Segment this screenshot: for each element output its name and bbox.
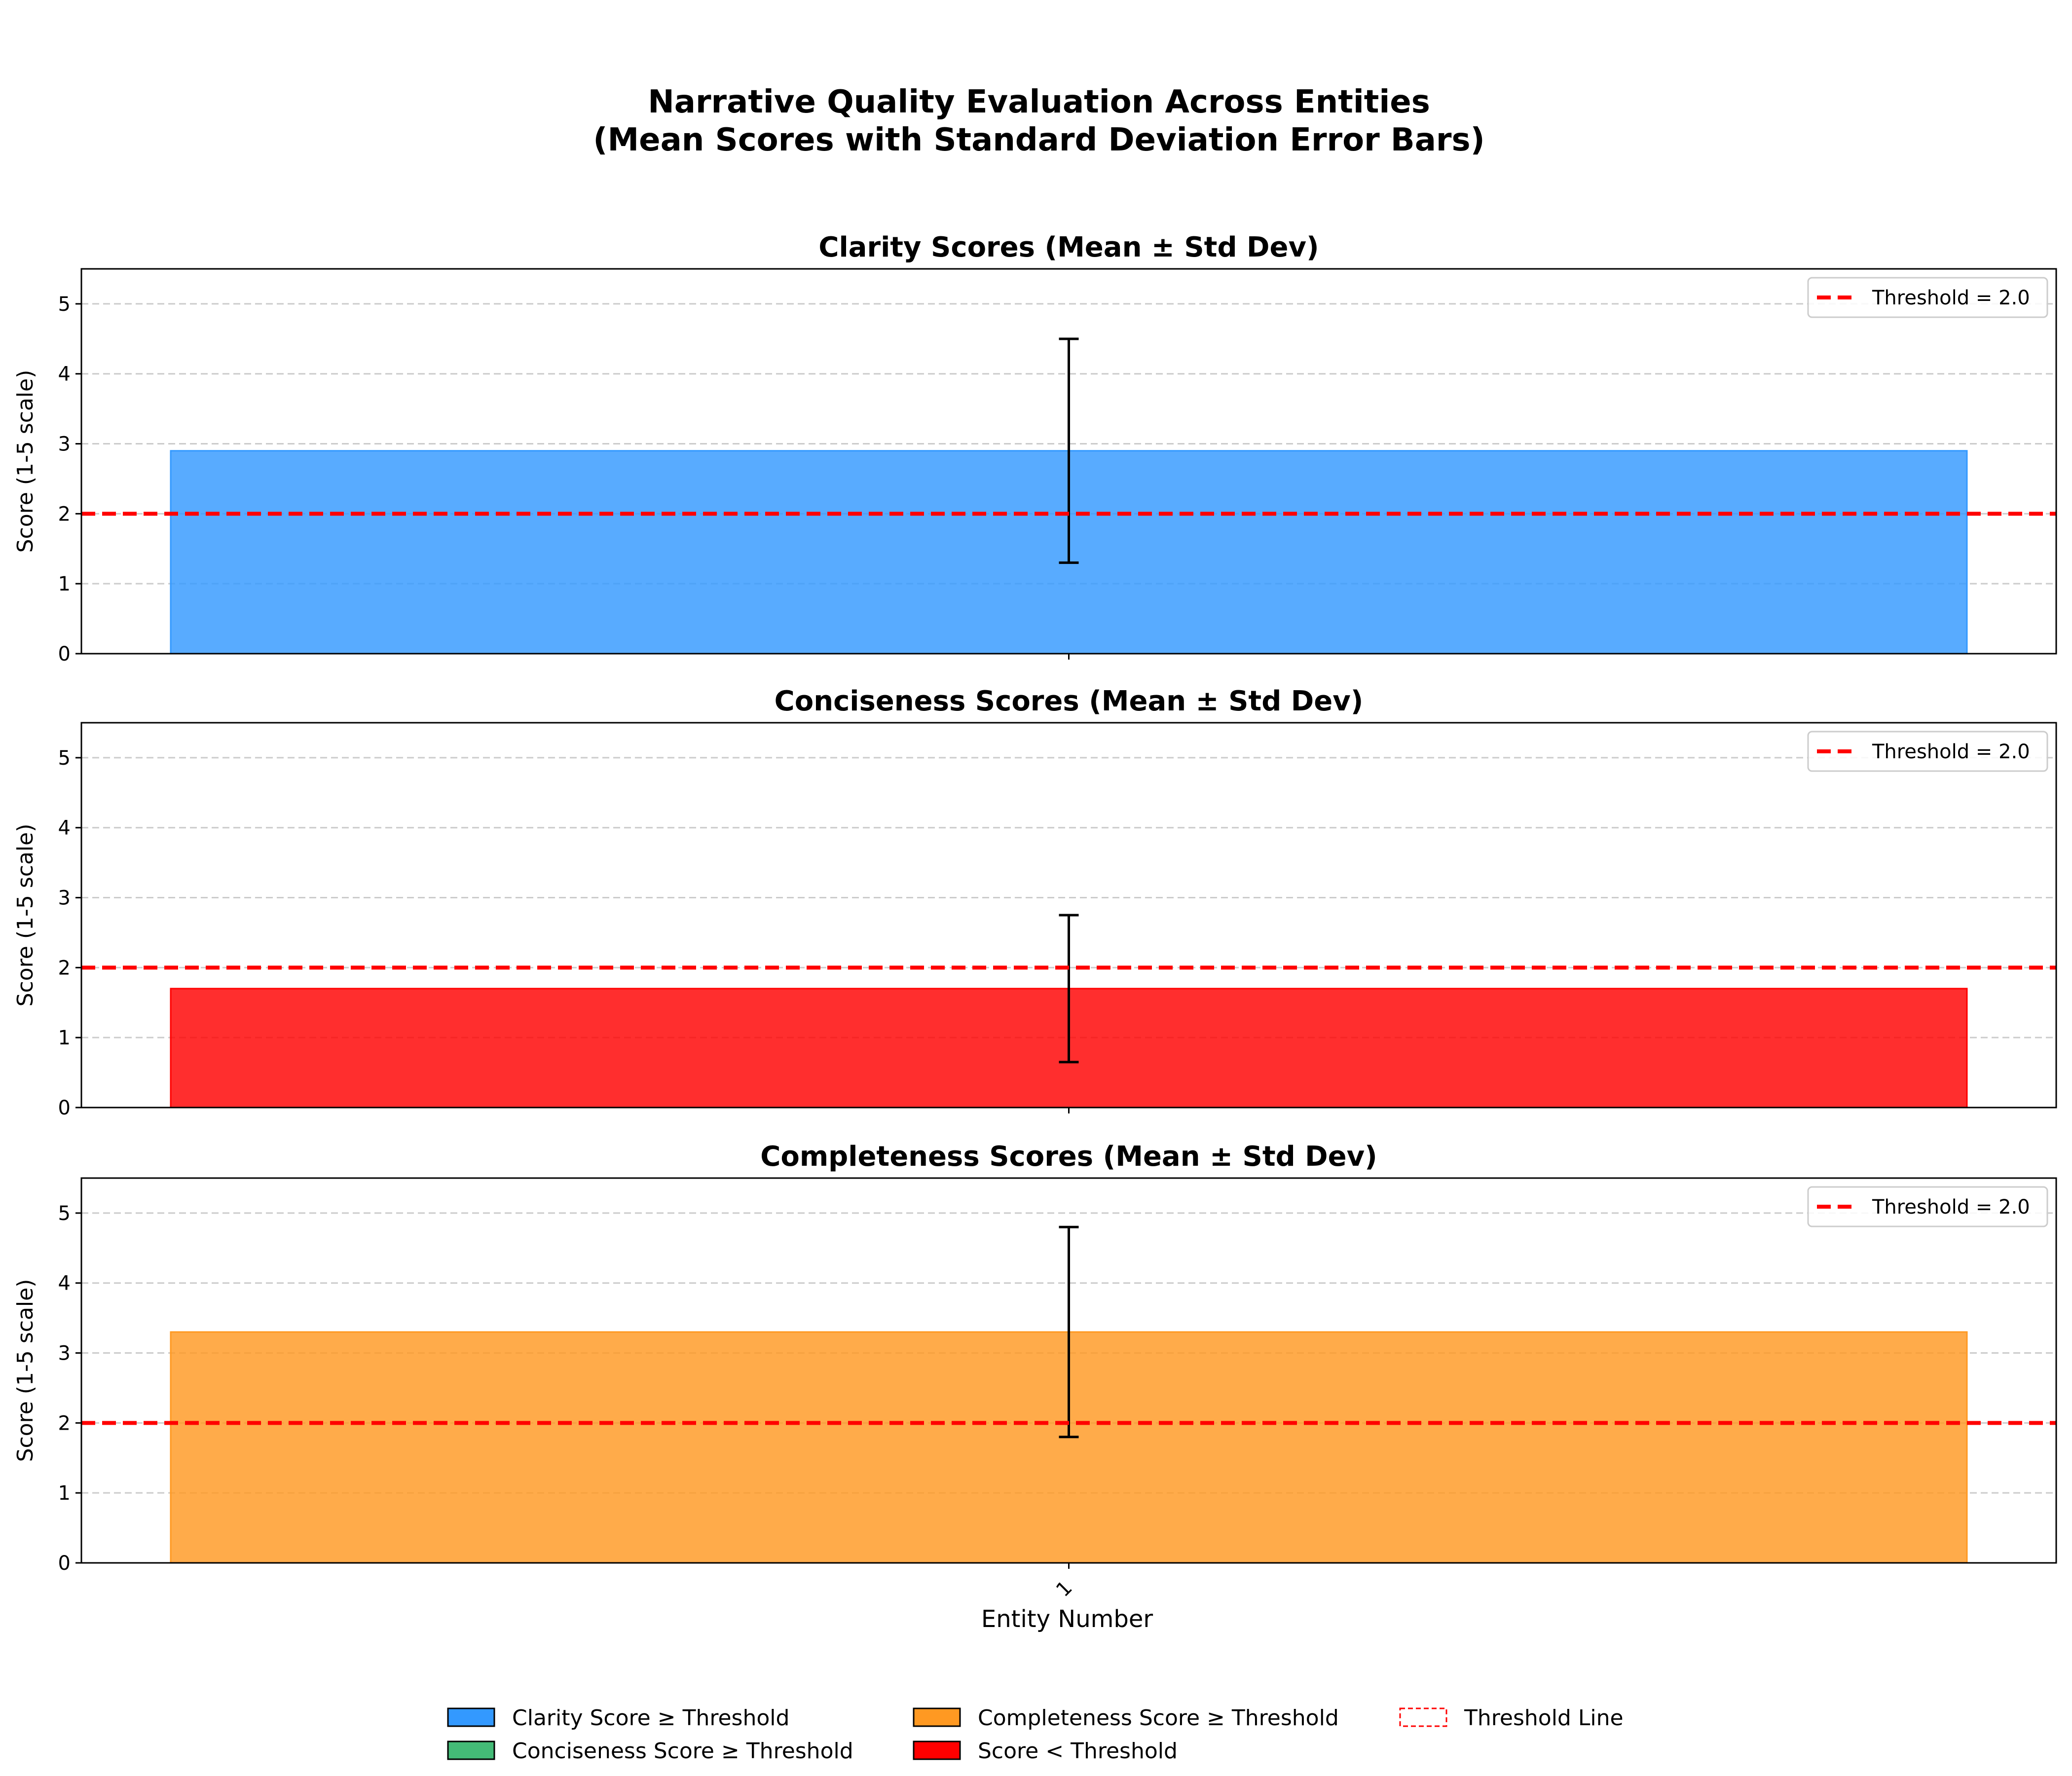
subplot-title: Completeness Scores (Mean ± Std Dev) [760, 1141, 1377, 1173]
y-tick-label: 3 [58, 887, 71, 910]
y-tick-label: 4 [58, 1272, 71, 1295]
y-tick-label: 2 [58, 1412, 71, 1435]
figure-title-line-1: Narrative Quality Evaluation Across Enti… [648, 84, 1430, 120]
figure-legend: Clarity Score ≥ Threshold Conciseness Sco… [447, 1705, 1624, 1764]
y-tick-label: 1 [58, 1482, 71, 1505]
legend-label: Threshold = 2.0 [1872, 1196, 2030, 1219]
y-tick-label: 0 [58, 1097, 71, 1119]
y-tick-label: 1 [58, 1027, 71, 1049]
subplot-title: Conciseness Scores (Mean ± Std Dev) [775, 685, 1364, 717]
legend-swatch [447, 1740, 495, 1760]
subplots: Clarity Scores (Mean ± Std Dev) 0 1 2 3 4 5 Sco… [13, 231, 2057, 1602]
legend-box [1807, 1186, 2048, 1227]
legend-box [1807, 277, 2048, 318]
legend-item: Score < Threshold [913, 1739, 1178, 1764]
y-axis-label: Score (1-5 scale) [13, 370, 38, 553]
legend-swatch [913, 1740, 961, 1760]
legend-label: Threshold Line [1464, 1705, 1624, 1731]
y-tick-label: 3 [58, 433, 71, 456]
subplot-title: Clarity Scores (Mean ± Std Dev) [818, 231, 1319, 263]
y-tick-label: 4 [58, 363, 71, 386]
legend-label: Conciseness Score ≥ Threshold [512, 1739, 853, 1764]
figure-title-line-2: (Mean Scores with Standard Deviation Err… [593, 122, 1485, 158]
y-axis-label: Score (1-5 scale) [13, 824, 38, 1007]
subplot-3: Completeness Scores (Mean ± Std Dev) 0 1 2 3… [13, 1141, 2057, 1602]
x-axis-label: Entity Number [981, 1605, 1153, 1633]
y-tick-label: 5 [58, 1202, 71, 1225]
legend-swatch [447, 1707, 495, 1727]
y-tick-label: 5 [58, 293, 71, 316]
subplot-1: Clarity Scores (Mean ± Std Dev) 0 1 2 3 4 5 Sco… [13, 231, 2057, 666]
y-tick-label: 2 [58, 503, 71, 525]
subplot-2: Conciseness Scores (Mean ± Std Dev) 0 1 2 3 4… [13, 685, 2057, 1119]
x-tick-label: 1 [1052, 1577, 1077, 1602]
legend-item: Threshold Line [1399, 1705, 1624, 1731]
legend-label: Completeness Score ≥ Threshold [978, 1705, 1339, 1731]
legend-item: Conciseness Score ≥ Threshold [447, 1739, 853, 1764]
legend-label: Clarity Score ≥ Threshold [512, 1705, 789, 1731]
y-axis-label: Score (1-5 scale) [13, 1279, 38, 1462]
legend-label: Score < Threshold [978, 1739, 1178, 1764]
legend-swatch [1399, 1707, 1447, 1727]
legend-swatch [913, 1707, 961, 1727]
legend-label: Threshold = 2.0 [1872, 740, 2030, 763]
figure-title: Narrative Quality Evaluation Across Enti… [593, 84, 1485, 158]
y-tick-label: 3 [58, 1342, 71, 1365]
legend-box [1807, 731, 2048, 772]
y-tick-label: 4 [58, 817, 71, 840]
y-tick-label: 2 [58, 957, 71, 979]
y-tick-label: 0 [58, 643, 71, 666]
legend-item: Completeness Score ≥ Threshold [913, 1705, 1339, 1731]
legend-label: Threshold = 2.0 [1872, 287, 2030, 309]
y-tick-label: 1 [58, 573, 71, 595]
y-tick-label: 5 [58, 747, 71, 770]
y-tick-label: 0 [58, 1552, 71, 1575]
legend-item: Clarity Score ≥ Threshold [447, 1705, 789, 1731]
